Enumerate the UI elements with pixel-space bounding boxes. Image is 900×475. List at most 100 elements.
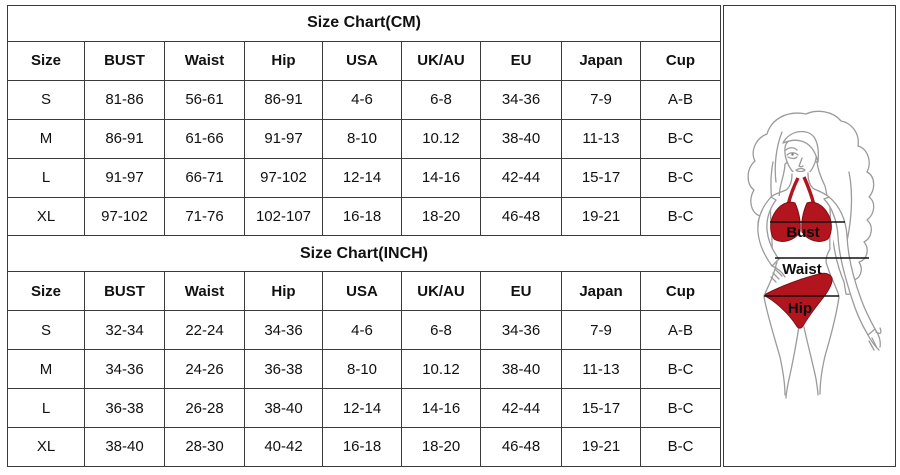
hip-label: Hip [788, 300, 812, 317]
column-header-bust: BUST [84, 40, 165, 81]
column-header-eu: EU [480, 271, 562, 312]
table-title-row-inch: Size Chart(INCH) [6, 235, 722, 273]
size-cell: XL [7, 196, 85, 237]
size-cell: M [7, 118, 85, 159]
value-cell: 42-44 [480, 157, 562, 198]
value-cell: 38-40 [84, 426, 165, 468]
value-cell: 11-13 [561, 118, 641, 159]
column-header-hip: Hip [244, 40, 323, 81]
value-cell: 12-14 [322, 157, 402, 198]
left-arm [757, 196, 786, 283]
size-row-cm-m: M 86-91 61-66 91-97 8-10 10.12 38-40 11-13 B-C [7, 118, 722, 159]
value-cell: 16-18 [322, 196, 402, 237]
value-cell: 38-40 [480, 118, 562, 159]
value-cell: 66-71 [164, 157, 245, 198]
bikini-bottom [764, 272, 833, 329]
bust-label: Bust [786, 224, 819, 241]
value-cell: 61-66 [164, 118, 245, 159]
value-cell: B-C [639, 349, 722, 390]
value-cell: 14-16 [401, 157, 481, 198]
size-cell: XL [7, 426, 85, 468]
right-arm [823, 196, 882, 351]
value-cell: 38-40 [480, 349, 562, 390]
value-cell: A-B [639, 310, 722, 351]
waist-label: Waist [782, 261, 821, 278]
face [782, 130, 820, 178]
value-cell: 8-10 [322, 118, 402, 159]
column-header-row-inch: Size BUST Waist Hip USA UK/AU EU Japan Cup [7, 271, 722, 312]
value-cell: 102-107 [244, 196, 323, 237]
value-cell: 71-76 [164, 196, 245, 237]
table-title-inch: Size Chart(INCH) [6, 235, 722, 273]
size-cell: M [7, 349, 85, 390]
value-cell: 10.12 [401, 349, 481, 390]
value-cell: 46-48 [480, 196, 562, 237]
size-cell: L [7, 157, 85, 198]
value-cell: 56-61 [164, 79, 245, 120]
value-cell: 24-26 [164, 349, 245, 390]
value-cell: 86-91 [84, 118, 165, 159]
value-cell: 28-30 [164, 426, 245, 468]
value-cell: 6-8 [401, 310, 481, 351]
size-row-cm-s: S 81-86 56-61 86-91 4-6 6-8 34-36 7-9 A-B [7, 79, 722, 120]
value-cell: 11-13 [561, 349, 641, 390]
measurement-lines [764, 221, 870, 297]
column-header-uk-au: UK/AU [401, 40, 481, 81]
value-cell: 10.12 [401, 118, 481, 159]
value-cell: 34-36 [480, 310, 562, 351]
value-cell: 97-102 [84, 196, 165, 237]
value-cell: 97-102 [244, 157, 323, 198]
value-cell: 12-14 [322, 388, 402, 428]
measurement-figure-panel: Bust Waist Hip [723, 5, 897, 467]
woman-figure-illustration: Bust Waist Hip [747, 110, 882, 399]
column-header-size: Size [7, 40, 85, 81]
column-header-japan: Japan [561, 40, 641, 81]
value-cell: 42-44 [480, 388, 562, 428]
value-cell: 8-10 [322, 349, 402, 390]
column-header-usa: USA [322, 271, 402, 312]
value-cell: 4-6 [322, 310, 402, 351]
table-title-cm: Size Chart(CM) [6, 5, 722, 42]
column-header-hip: Hip [244, 271, 323, 312]
value-cell: B-C [639, 157, 722, 198]
value-cell: 40-42 [244, 426, 323, 468]
value-cell: A-B [639, 79, 722, 120]
bangs [782, 130, 820, 163]
value-cell: 34-36 [244, 310, 323, 351]
value-cell: 46-48 [480, 426, 562, 468]
value-cell: 7-9 [561, 310, 641, 351]
size-cell: L [7, 388, 85, 428]
value-cell: 86-91 [244, 79, 323, 120]
value-cell: 19-21 [561, 426, 641, 468]
value-cell: 7-9 [561, 79, 641, 120]
column-header-waist: Waist [164, 40, 245, 81]
measurement-labels: Bust Waist Hip [782, 224, 821, 317]
size-chart-table: Size Chart(CM) Size BUST Waist Hip USA UK/AU EU… [6, 5, 722, 468]
legs [763, 296, 840, 399]
value-cell: 36-38 [244, 349, 323, 390]
value-cell: 15-17 [561, 388, 641, 428]
value-cell: 14-16 [401, 388, 481, 428]
value-cell: 36-38 [84, 388, 165, 428]
size-row-cm-xl: XL 97-102 71-76 102-107 16-18 18-20 46-48 19-21… [7, 196, 722, 237]
column-header-bust: BUST [84, 271, 165, 312]
size-cell: S [7, 79, 85, 120]
value-cell: 4-6 [322, 79, 402, 120]
column-header-cup: Cup [639, 40, 722, 81]
value-cell: 18-20 [401, 196, 481, 237]
size-row-inch-l: L 36-38 26-28 38-40 12-14 14-16 42-44 15-17 B-C [7, 388, 722, 428]
value-cell: 16-18 [322, 426, 402, 468]
column-header-cup: Cup [639, 271, 722, 312]
size-row-inch-xl: XL 38-40 28-30 40-42 16-18 18-20 46-48 19-21 B-C [7, 426, 722, 468]
value-cell: B-C [639, 426, 722, 468]
size-row-cm-l: L 91-97 66-71 97-102 12-14 14-16 42-44 15-17 B-C [7, 157, 722, 198]
value-cell: 19-21 [561, 196, 641, 237]
table-title-row-cm: Size Chart(CM) [6, 5, 722, 42]
value-cell: B-C [639, 196, 722, 237]
face-features [785, 147, 806, 173]
value-cell: 22-24 [164, 310, 245, 351]
value-cell: 15-17 [561, 157, 641, 198]
size-cell: S [7, 310, 85, 351]
value-cell: 91-97 [84, 157, 165, 198]
value-cell: B-C [639, 118, 722, 159]
